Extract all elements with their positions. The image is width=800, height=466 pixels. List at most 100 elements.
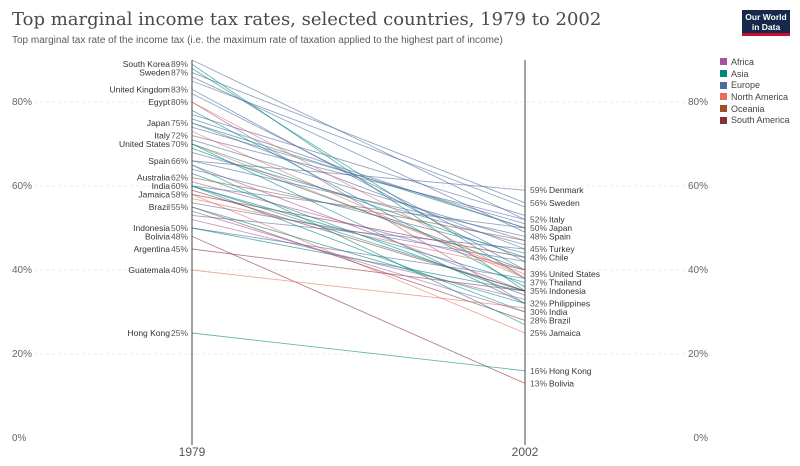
end-value-label: 50% bbox=[530, 223, 547, 233]
end-value-label: 28% bbox=[530, 315, 547, 325]
start-country-label: Italy bbox=[154, 131, 170, 141]
series-line bbox=[191, 76, 526, 233]
start-value-label: 40% bbox=[171, 265, 188, 275]
series-line bbox=[191, 235, 526, 384]
start-country-label: South Korea bbox=[123, 59, 171, 69]
series-line bbox=[191, 114, 526, 216]
series-line bbox=[191, 164, 526, 292]
series-line bbox=[191, 164, 526, 326]
start-value-label: 25% bbox=[171, 328, 188, 338]
start-value-label: 55% bbox=[171, 202, 188, 212]
end-value-label: 25% bbox=[530, 328, 547, 338]
legend-label: Europe bbox=[731, 80, 761, 91]
start-country-label: Indonesia bbox=[133, 223, 170, 233]
owid-logo[interactable]: Our World in Data bbox=[742, 10, 790, 36]
series-line bbox=[191, 206, 526, 305]
series-line bbox=[191, 185, 526, 229]
end-value-label: 39% bbox=[530, 269, 547, 279]
start-value-label: 72% bbox=[171, 131, 188, 141]
y-tick-label-right: 20% bbox=[688, 349, 708, 360]
end-value-label: 13% bbox=[530, 378, 547, 388]
end-country-label: Sweden bbox=[549, 198, 580, 208]
legend: Africa Asia Europe North America Oceania Sout… bbox=[720, 56, 790, 126]
start-value-label: 83% bbox=[171, 84, 188, 94]
series-line bbox=[191, 185, 526, 292]
series-line bbox=[191, 143, 526, 305]
start-value-label: 45% bbox=[171, 244, 188, 254]
end-value-label: 35% bbox=[530, 286, 547, 296]
legend-item[interactable]: North America bbox=[720, 91, 790, 103]
series-line bbox=[191, 101, 526, 279]
end-country-label: Jamaica bbox=[549, 328, 581, 338]
end-country-label: Turkey bbox=[549, 244, 575, 254]
series-line bbox=[191, 227, 526, 279]
legend-item[interactable]: Oceania bbox=[720, 103, 790, 115]
end-value-label: 59% bbox=[530, 185, 547, 195]
series-line bbox=[191, 214, 526, 250]
legend-label: North America bbox=[731, 91, 789, 102]
series-line bbox=[191, 219, 526, 300]
start-value-label: 66% bbox=[171, 156, 188, 166]
end-value-label: 30% bbox=[530, 307, 547, 317]
y-tick-label-left: 60% bbox=[12, 181, 32, 192]
start-country-label: Australia bbox=[137, 173, 170, 183]
series-line bbox=[191, 72, 526, 204]
series-line bbox=[191, 168, 526, 254]
start-country-label: Guatemala bbox=[128, 265, 170, 275]
legend-label: South America bbox=[731, 115, 790, 126]
x-tick-label: 1979 bbox=[179, 445, 206, 459]
legend-swatch bbox=[720, 93, 727, 101]
end-value-label: 45% bbox=[530, 244, 547, 254]
end-country-label: Denmark bbox=[549, 185, 584, 195]
start-value-label: 75% bbox=[171, 118, 188, 128]
end-country-label: Hong Kong bbox=[549, 366, 592, 376]
logo-line-1: Our World bbox=[745, 12, 787, 22]
series-line bbox=[191, 151, 526, 246]
legend-item[interactable]: Asia bbox=[720, 68, 790, 80]
start-country-label: Brazil bbox=[149, 202, 170, 212]
series-line bbox=[191, 59, 526, 221]
series-line bbox=[191, 143, 526, 258]
end-value-label: 32% bbox=[530, 299, 547, 309]
end-value-label: 48% bbox=[530, 231, 547, 241]
start-value-label: 50% bbox=[171, 223, 188, 233]
end-country-label: Bolivia bbox=[549, 378, 574, 388]
start-country-label: India bbox=[152, 181, 171, 191]
series-line bbox=[191, 101, 526, 304]
series-line bbox=[191, 122, 526, 250]
end-country-label: Spain bbox=[549, 231, 571, 241]
legend-item[interactable]: South America bbox=[720, 114, 790, 126]
legend-item[interactable]: Africa bbox=[720, 56, 790, 68]
start-value-label: 87% bbox=[171, 68, 188, 78]
logo-line-2: in Data bbox=[751, 22, 781, 32]
start-value-label: 80% bbox=[171, 97, 188, 107]
end-country-label: Indonesia bbox=[549, 286, 586, 296]
end-value-label: 52% bbox=[530, 215, 547, 225]
start-country-label: Spain bbox=[148, 156, 170, 166]
series-line bbox=[191, 147, 526, 271]
start-value-label: 48% bbox=[171, 231, 188, 241]
start-country-label: Hong Kong bbox=[127, 328, 170, 338]
start-country-label: Sweden bbox=[139, 68, 170, 78]
series-line bbox=[191, 126, 526, 225]
legend-swatch bbox=[720, 105, 727, 113]
legend-label: Asia bbox=[731, 68, 749, 79]
legend-swatch bbox=[720, 116, 727, 124]
series-line bbox=[191, 130, 526, 279]
start-country-label: Jamaica bbox=[138, 189, 170, 199]
start-value-label: 60% bbox=[171, 181, 188, 191]
series-line bbox=[191, 93, 526, 263]
start-value-label: 70% bbox=[171, 139, 188, 149]
legend-swatch bbox=[720, 58, 727, 66]
start-country-label: Egypt bbox=[148, 97, 170, 107]
y-tick-label-right: 40% bbox=[688, 265, 708, 276]
legend-label: Africa bbox=[731, 56, 755, 67]
end-value-label: 43% bbox=[530, 252, 547, 262]
start-country-label: Argentina bbox=[134, 244, 171, 254]
legend-item[interactable]: Europe bbox=[720, 79, 790, 91]
legend-label: Oceania bbox=[731, 103, 765, 114]
y-tick-label-left: 40% bbox=[12, 265, 32, 276]
series-line bbox=[191, 118, 526, 229]
chart-subtitle: Top marginal tax rate of the income tax … bbox=[12, 35, 503, 46]
series-line bbox=[191, 332, 526, 372]
